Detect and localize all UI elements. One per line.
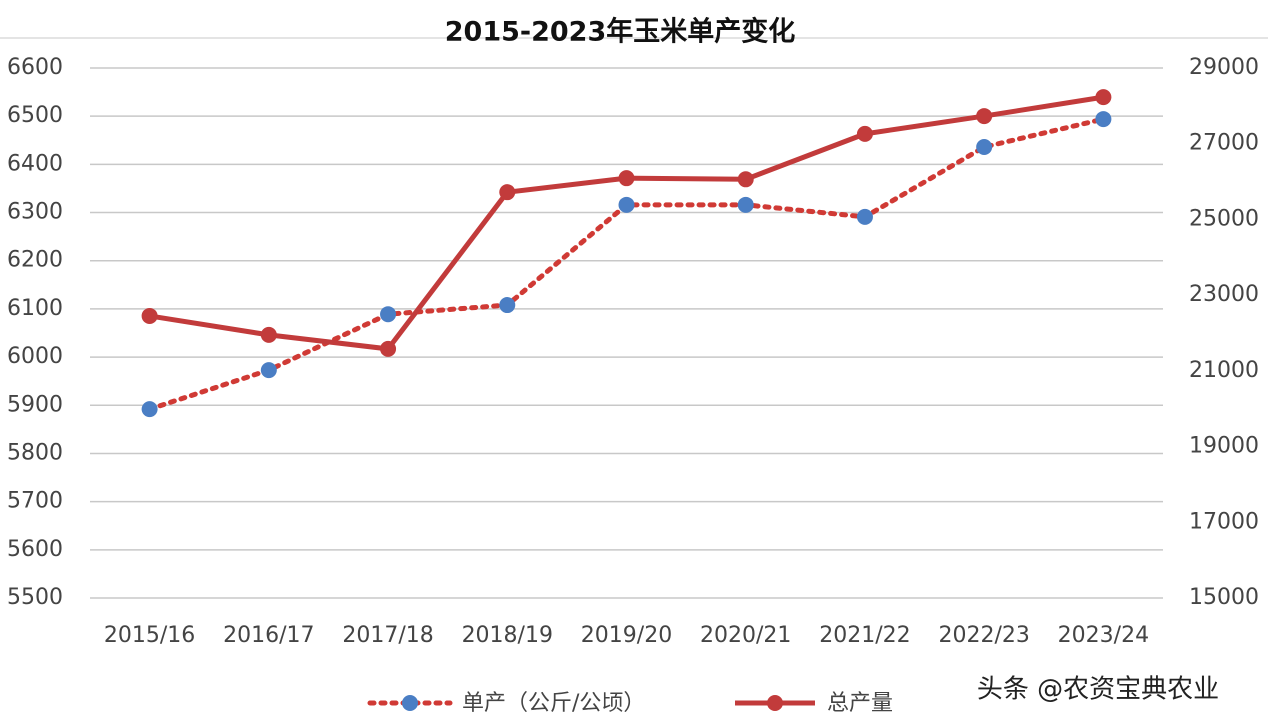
- point: [976, 139, 993, 156]
- point: [141, 401, 158, 418]
- y-tick-label: 5500: [7, 585, 63, 610]
- y2-tick-label: 15000: [1189, 585, 1259, 610]
- y-tick-label: 6600: [7, 55, 63, 80]
- y-tick-label: 5600: [7, 537, 63, 562]
- point: [499, 184, 516, 201]
- x-tick-label: 2023/24: [1058, 623, 1149, 648]
- legend-marker: [402, 695, 418, 711]
- x-tick-label: 2019/20: [581, 623, 672, 648]
- x-tick-label: 2017/18: [342, 623, 433, 648]
- point: [260, 362, 277, 379]
- x-tick-label: 2022/23: [938, 623, 1029, 648]
- y-tick-label: 6100: [7, 296, 63, 321]
- point: [1095, 89, 1112, 106]
- y-tick-label: 5900: [7, 392, 63, 417]
- point: [737, 171, 754, 188]
- point: [380, 306, 397, 323]
- point: [856, 208, 873, 225]
- point: [260, 326, 277, 343]
- y2-tick-label: 23000: [1189, 282, 1259, 307]
- legend-label: 单产（公斤/公顷）: [462, 691, 645, 716]
- x-tick-label: 2018/19: [462, 623, 553, 648]
- point: [618, 170, 635, 187]
- x-tick-label: 2021/22: [819, 623, 910, 648]
- y-tick-label: 6400: [7, 151, 63, 176]
- point: [976, 108, 993, 125]
- watermark: 头条 @农资宝典农业: [977, 675, 1219, 705]
- x-tick-label: 2020/21: [700, 623, 791, 648]
- y-tick-label: 6300: [7, 200, 63, 225]
- point: [856, 125, 873, 142]
- y-tick-label: 5800: [7, 440, 63, 465]
- point: [1095, 111, 1112, 128]
- point: [380, 340, 397, 357]
- legend-marker: [767, 695, 783, 711]
- y2-tick-label: 19000: [1189, 434, 1259, 459]
- point: [618, 196, 635, 213]
- point: [141, 307, 158, 324]
- legend-label: 总产量: [827, 691, 893, 716]
- y2-tick-label: 21000: [1189, 358, 1259, 383]
- y-tick-label: 6000: [7, 344, 63, 369]
- point: [737, 196, 754, 213]
- y2-tick-label: 29000: [1189, 55, 1259, 80]
- x-tick-label: 2016/17: [223, 623, 314, 648]
- chart-title: 2015-2023年玉米单产变化: [445, 16, 796, 48]
- y2-tick-label: 25000: [1189, 206, 1259, 231]
- y2-tick-label: 17000: [1189, 509, 1259, 534]
- y-tick-label: 6200: [7, 248, 63, 273]
- y2-tick-label: 27000: [1189, 131, 1259, 156]
- y-tick-label: 6500: [7, 103, 63, 128]
- y-tick-label: 5700: [7, 489, 63, 514]
- point: [499, 297, 516, 314]
- x-tick-label: 2015/16: [104, 623, 195, 648]
